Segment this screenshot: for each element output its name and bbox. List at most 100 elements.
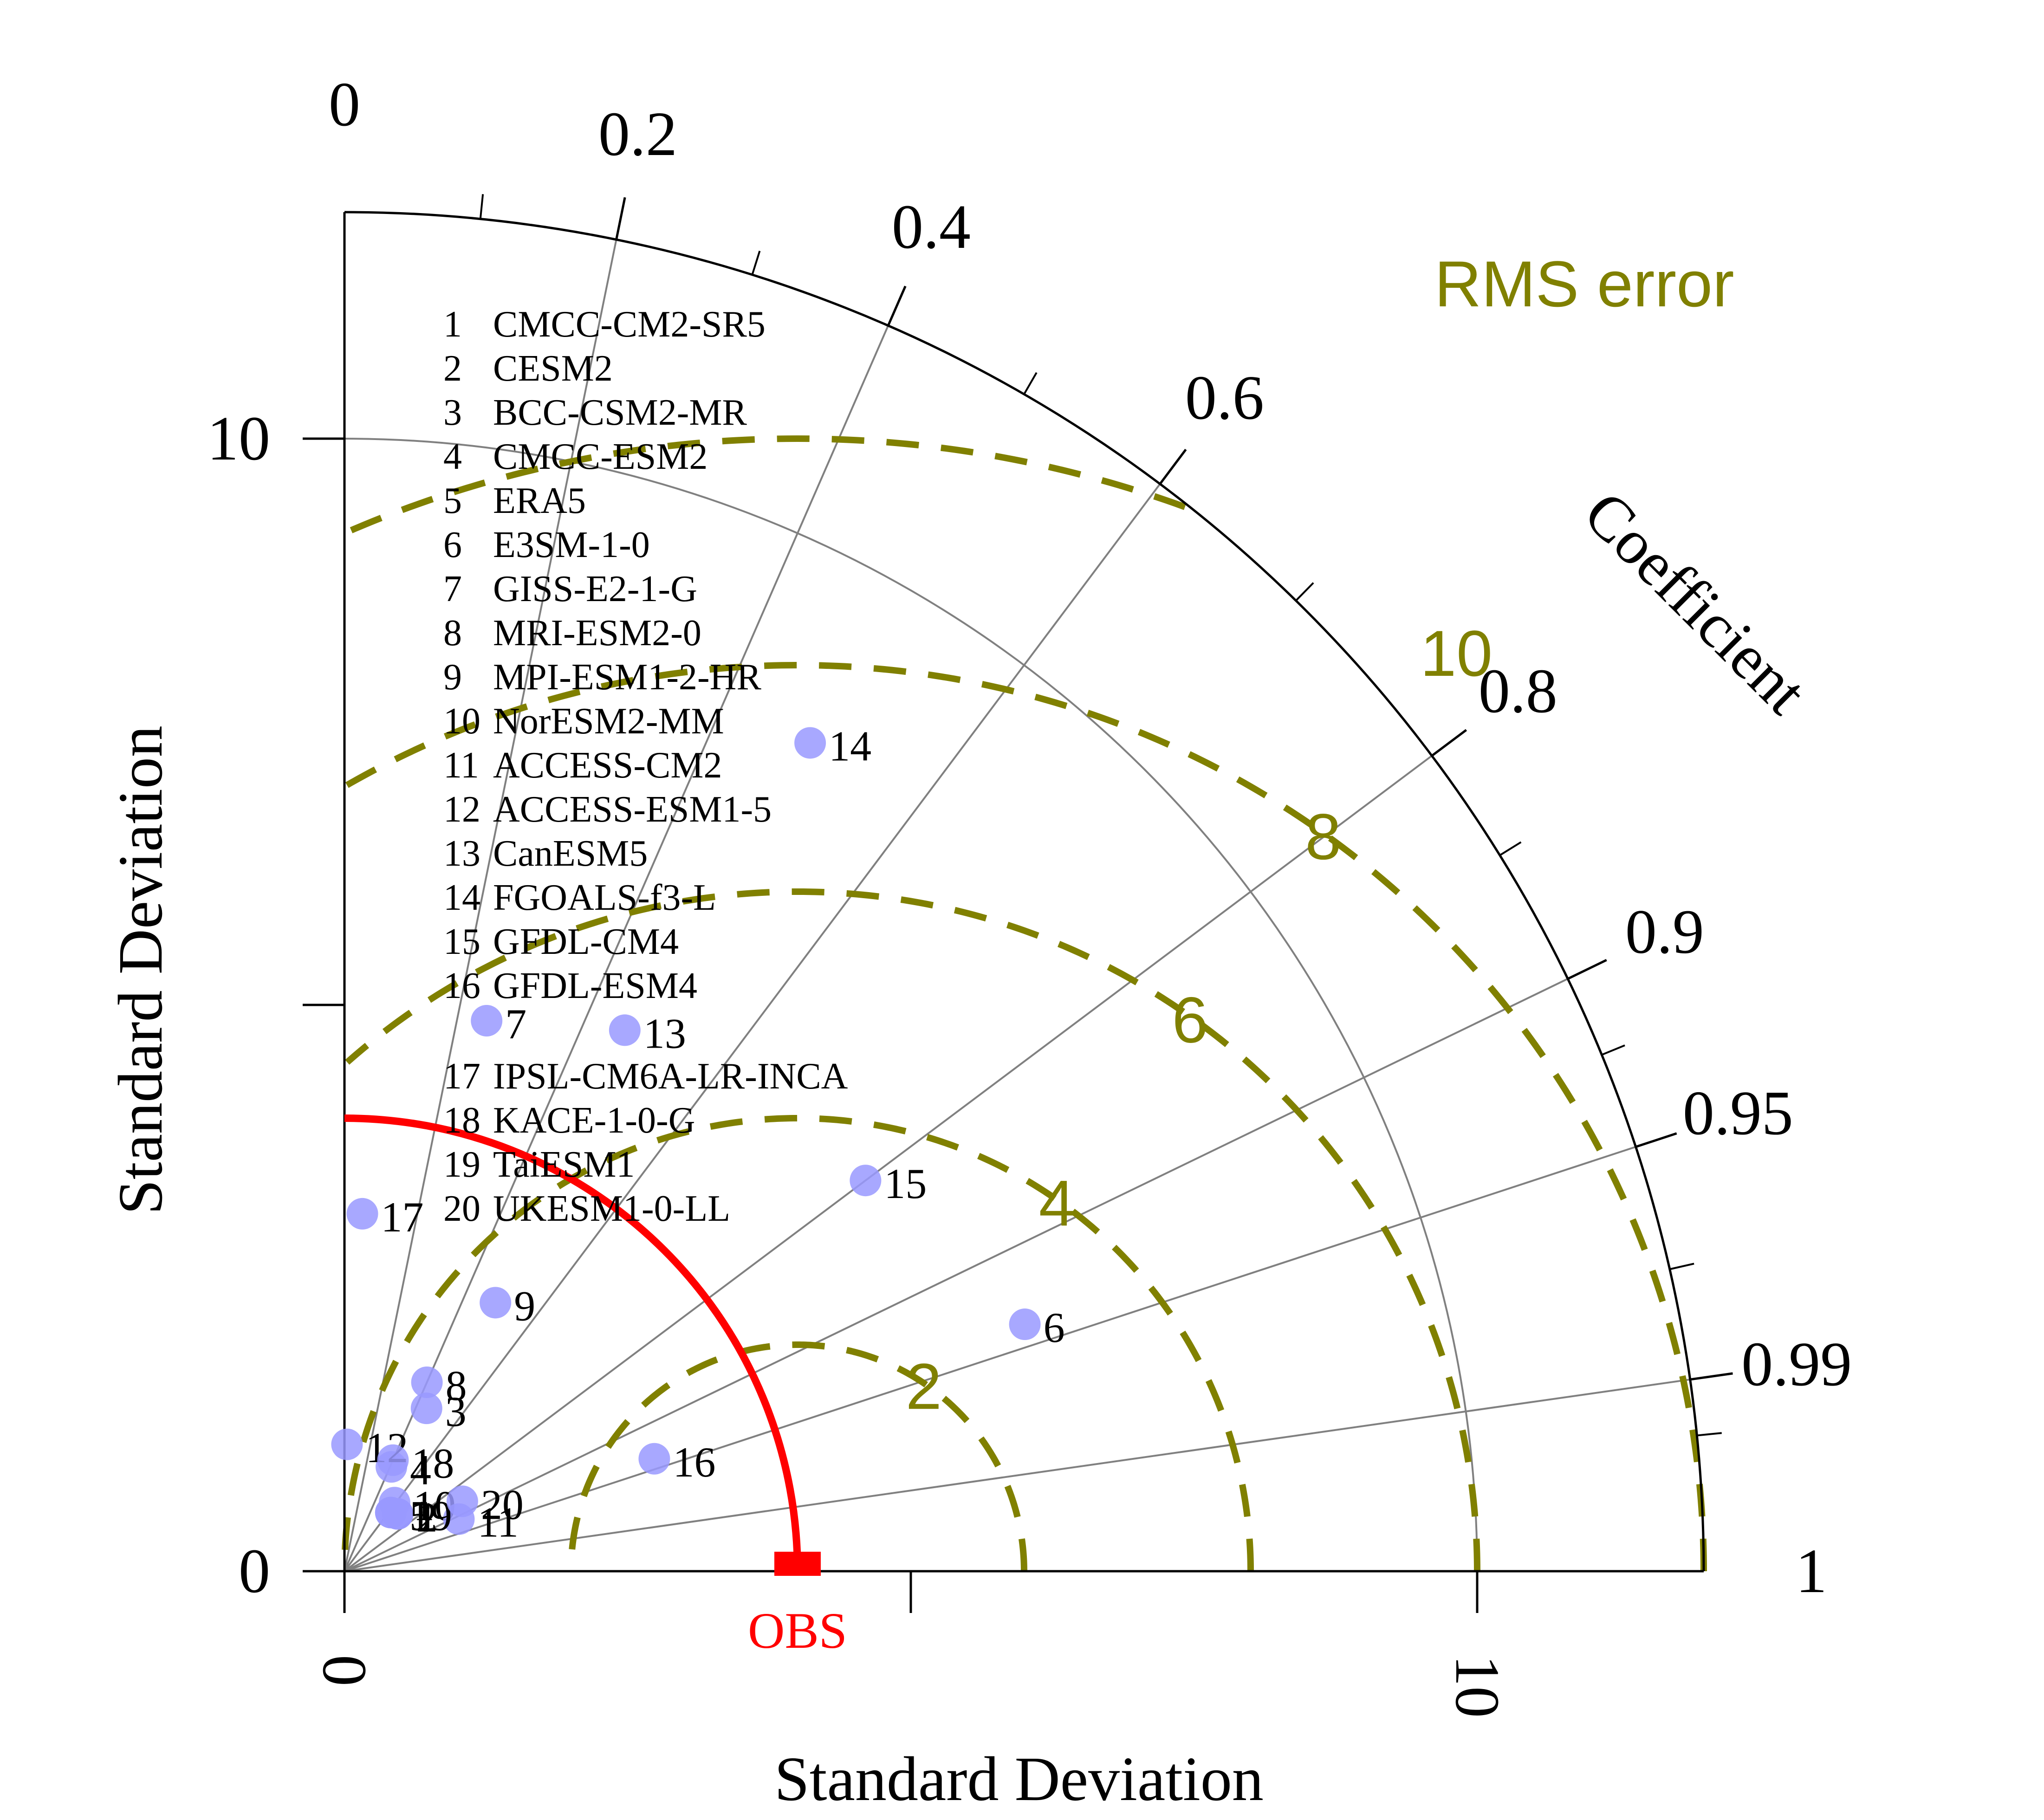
legend-name-17: IPSL-CM6A-LR-INCA [493,1056,848,1097]
x-tick-label-2: 10 [1442,1655,1512,1718]
legend-name-8: MRI-ESM2-0 [493,613,701,654]
model-point-label-6: 6 [1044,1304,1065,1351]
axes-layer: 0 0 10 10 0.2 0.4 0.6 0.8 0.9 0.95 0.99 0 1 [207,70,1852,1718]
model-point-label-14: 14 [829,722,871,770]
legend-id-19: 19 [443,1144,480,1185]
std-grid-arc [344,438,1478,1572]
correlation-end-label-1: 1 [1796,1536,1827,1606]
reference-label: OBS [748,1602,847,1659]
model-point-20 [446,1485,478,1517]
model-point-19 [375,1496,407,1529]
grid-layer [344,239,1691,1572]
model-point-label-5: 5 [409,1492,431,1540]
model-point-17 [346,1198,378,1230]
correlation-tick-5 [1635,1132,1677,1148]
x-axis-title: Standard Deviation [774,1744,1264,1814]
correlation-tick-3 [1431,729,1467,757]
rms-contour-1 [341,1114,1254,1572]
model-point-label-1: 1 [416,1494,437,1541]
legend-id-9: 9 [443,657,462,698]
legend-id-3: 3 [443,392,462,433]
legend-name-7: GISS-E2-1-G [493,569,697,609]
legend-id-5: 5 [443,480,462,521]
legend-name-19: TaiESM1 [493,1144,635,1185]
reference-marker [774,1552,821,1576]
model-point-label-20: 20 [481,1481,524,1528]
correlation-label-0: 0.2 [598,99,677,169]
correlation-label-6: 0.99 [1741,1329,1852,1399]
model-point-label-16: 16 [673,1438,715,1486]
correlation-tick-6 [1690,1372,1733,1381]
model-point-label-19: 19 [409,1492,452,1540]
correlation-minor-tick-7 [1697,1432,1722,1437]
model-point-label-11: 11 [477,1499,519,1546]
correlation-minor-tick-1 [751,251,761,275]
rms-label-1: 4 [1039,1166,1075,1239]
model-point-label-18: 18 [411,1440,454,1487]
legend-id-1: 1 [443,304,462,345]
legend-name-2: CESM2 [493,348,613,389]
model-point-label-15: 15 [884,1160,927,1207]
model-point-9 [480,1287,512,1319]
legend-name-3: BCC-CSM2-MR [493,392,747,433]
x-tick-label-0: 0 [310,1655,379,1686]
legend-name-9: MPI-ESM1-2-HR [493,657,761,698]
y-axis-title: Standard Deviation [106,725,175,1215]
correlation-tick-0 [615,197,626,240]
correlation-arc [344,211,1705,1572]
correlation-minor-tick-0 [479,194,484,219]
legend-name-14: FGOALS-f3-L [493,877,716,918]
legend-name-15: GFDL-CM4 [493,921,679,962]
correlation-tick-4 [1567,959,1607,980]
legend-id-11: 11 [443,745,479,786]
rms-label-0: 2 [906,1350,942,1423]
rms-contour-2 [345,888,1480,1572]
model-point-label-2: 2 [416,1494,437,1541]
model-point-8 [411,1366,443,1398]
correlation-label-2: 0.6 [1185,363,1264,433]
model-point-6 [1009,1308,1041,1341]
rms-label-2: 6 [1172,984,1208,1056]
legend-id-18: 18 [443,1100,480,1141]
legend-id-2: 2 [443,348,462,389]
correlation-minor-tick-3 [1295,582,1314,602]
model-point-16 [638,1443,670,1475]
rms-label-3: 8 [1305,800,1341,873]
model-point-13 [609,1014,641,1046]
legend-id-14: 14 [443,877,480,918]
legend-id-8: 8 [443,613,462,654]
y-tick-label-0: 0 [239,1536,270,1606]
rms-contour-4 [344,435,1186,536]
legend-name-12: ACCESS-ESM1-5 [493,789,772,830]
correlation-label-4: 0.9 [1625,897,1704,967]
legend-id-15: 15 [443,921,480,962]
legend: 1 CMCC-CM2-SR5 2 CESM2 3 BCC-CSM2-MR 4 CMCC-ESM… [443,304,848,1229]
correlation-line-6 [344,1378,1691,1572]
reference-std-arc [344,1114,801,1572]
model-point-label-13: 13 [643,1010,686,1057]
legend-name-18: KACE-1-0-G [493,1100,695,1141]
correlation-tick-1 [887,285,907,326]
model-point-label-8: 8 [446,1362,467,1409]
model-point-label-3: 3 [445,1388,467,1435]
model-point-14 [794,727,826,759]
legend-name-11: ACCESS-CM2 [493,745,722,786]
legend-id-12: 12 [443,789,480,830]
legend-id-7: 7 [443,569,462,609]
model-point-label-17: 17 [381,1193,424,1241]
correlation-minor-tick-2 [1023,372,1038,395]
legend-id-16: 16 [443,965,480,1006]
legend-id-6: 6 [443,525,462,565]
reference-layer: OBS [344,1114,847,1659]
correlation-label-3: 0.8 [1479,656,1557,726]
legend-name-1: CMCC-CM2-SR5 [493,304,766,345]
legend-name-6: E3SM-1-0 [493,525,650,565]
correlation-axis-title: Coefficient [1570,478,1820,727]
model-point-15 [850,1165,882,1197]
model-point-12 [331,1428,363,1460]
legend-name-10: NorESM2-MM [493,701,724,742]
rms-error-title: RMS error [1434,247,1734,320]
correlation-label-1: 0.4 [892,192,971,262]
